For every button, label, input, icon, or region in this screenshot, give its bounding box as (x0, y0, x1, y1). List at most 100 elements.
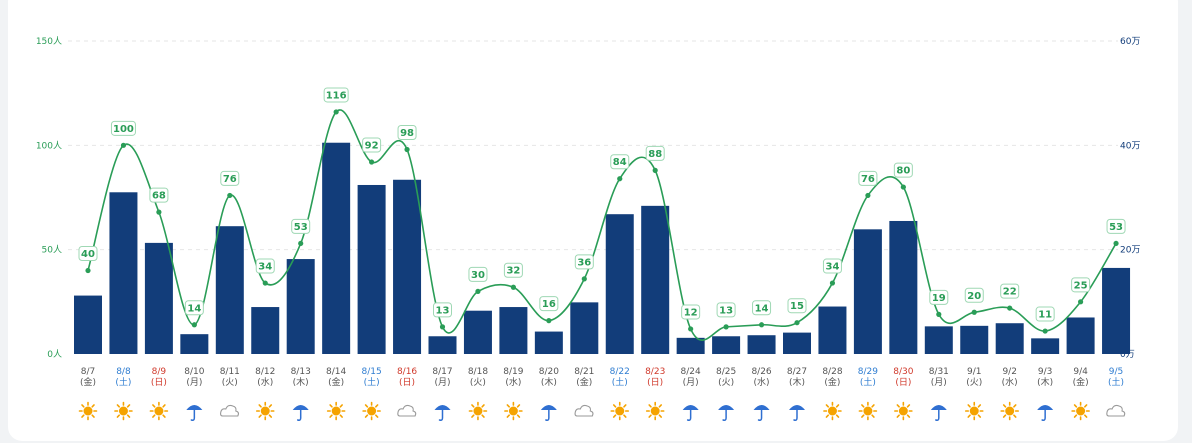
line-point (829, 280, 836, 286)
sun-icon (114, 401, 133, 421)
left-tick-label: 100人 (36, 140, 62, 151)
x-weekday-label: (日) (647, 377, 663, 388)
line-point (262, 280, 268, 286)
sun-icon (326, 401, 346, 421)
point-label-box (929, 289, 949, 305)
sun-icon (823, 401, 842, 421)
point-label: 53 (1109, 222, 1123, 233)
line-point (298, 240, 304, 247)
point-label-box (893, 162, 913, 178)
sun-icon (468, 401, 488, 421)
point-label: 100 (113, 124, 134, 135)
umbrella-icon (186, 405, 203, 421)
x-date-label: 8/28 (822, 367, 842, 377)
x-weekday-label: (金) (80, 376, 96, 388)
point-label: 11 (1038, 310, 1052, 321)
point-label-box (1035, 306, 1055, 322)
point-label: 32 (506, 266, 520, 277)
point-label-box (1106, 218, 1126, 234)
x-weekday-label: (水) (257, 376, 273, 388)
bar (215, 226, 244, 354)
line-point (1042, 328, 1048, 334)
point-label-box (323, 87, 349, 103)
sun-icon (149, 401, 169, 421)
line-point (439, 324, 446, 330)
x-date-label: 8/13 (291, 367, 311, 377)
x-date-label: 8/18 (468, 367, 488, 377)
weather-icons (78, 401, 1126, 421)
bar (109, 192, 138, 354)
point-label-box (397, 125, 417, 141)
sun-icon (255, 401, 275, 421)
bar (393, 179, 422, 354)
bar (357, 184, 386, 354)
line-point (475, 288, 481, 294)
x-weekday-label: (月) (931, 377, 947, 388)
line-point (688, 326, 694, 332)
x-date-label: 8/14 (326, 367, 346, 377)
umbrella-icon (434, 405, 451, 421)
x-date-label: 8/29 (858, 367, 878, 377)
sun-icon (362, 401, 381, 421)
x-weekday-label: (日) (399, 377, 415, 388)
x-weekday-label: (月) (434, 377, 450, 388)
x-weekday-label: (水) (754, 376, 770, 388)
x-date-label: 8/7 (81, 367, 95, 377)
point-label-box (149, 187, 169, 203)
line-point (758, 322, 765, 328)
point-label-box (574, 254, 594, 270)
x-weekday-label: (土) (860, 376, 876, 388)
bar (924, 326, 953, 354)
point-label: 40 (81, 249, 95, 260)
x-weekday-label: (日) (151, 377, 167, 388)
point-label-box (468, 266, 488, 282)
bar (428, 336, 457, 354)
chart-card (8, 0, 1178, 441)
line-point (120, 142, 127, 148)
x-date-label: 8/9 (152, 367, 167, 377)
right-tick-label: 60万 (1120, 37, 1140, 47)
x-weekday-label: (木) (789, 376, 805, 388)
point-label-box (1071, 277, 1091, 293)
x-weekday-label: (土) (364, 376, 380, 388)
x-axis-labels: 8/7(金)8/8(土)8/9(日)8/10(月)8/11(火)8/12(水)8… (80, 367, 1124, 388)
bar (712, 336, 741, 354)
point-label: 16 (542, 299, 556, 310)
line-point (546, 318, 552, 324)
x-weekday-label: (土) (1108, 376, 1124, 388)
sun-icon (894, 401, 913, 421)
x-weekday-label: (火) (966, 377, 982, 388)
line-point (723, 324, 729, 330)
bar (322, 142, 351, 354)
point-label: 14 (187, 303, 201, 314)
x-weekday-label: (水) (1002, 376, 1018, 388)
bar (463, 310, 492, 354)
point-label-box (787, 298, 807, 314)
sun-icon (645, 401, 665, 421)
bar (1031, 338, 1060, 354)
line-point (971, 309, 977, 315)
point-label-box (1000, 283, 1020, 299)
x-weekday-label: (日) (895, 377, 911, 388)
point-label: 34 (258, 262, 272, 273)
point-label: 53 (294, 222, 308, 233)
x-date-label: 8/11 (220, 367, 240, 377)
umbrella-icon (540, 405, 557, 421)
sun-icon (504, 401, 523, 421)
x-weekday-label: (金) (576, 376, 592, 388)
cloud-icon (1106, 404, 1126, 417)
x-date-label: 8/12 (255, 367, 275, 377)
umbrella-icon (930, 405, 947, 421)
right-axis: 0万 20万 40万 60万 (1120, 37, 1140, 360)
line-point (156, 209, 162, 215)
point-label: 98 (400, 128, 414, 139)
x-weekday-label: (金) (824, 376, 840, 388)
bar (1066, 317, 1095, 354)
grid-lines (68, 40, 1118, 251)
sun-icon (78, 401, 98, 421)
line-point (581, 276, 587, 282)
bar (995, 323, 1024, 354)
point-label: 19 (932, 293, 946, 304)
point-label: 15 (790, 301, 804, 312)
line-point (227, 192, 233, 199)
